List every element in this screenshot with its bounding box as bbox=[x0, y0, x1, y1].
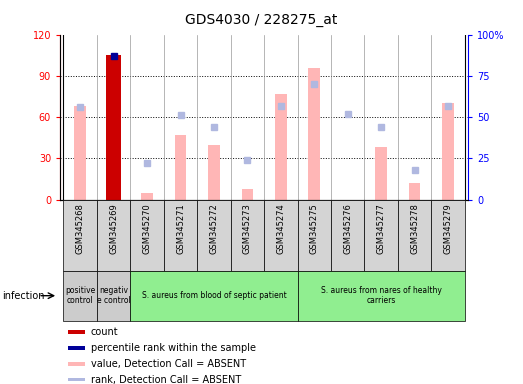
Bar bbox=[63, 200, 97, 271]
Bar bbox=[231, 200, 264, 271]
Text: GSM345270: GSM345270 bbox=[143, 203, 152, 254]
Bar bbox=[365, 200, 398, 271]
Bar bbox=[431, 200, 465, 271]
Bar bbox=[442, 103, 454, 200]
Bar bbox=[74, 106, 86, 200]
Bar bbox=[242, 189, 253, 200]
Bar bbox=[97, 271, 130, 321]
Text: GSM345276: GSM345276 bbox=[343, 203, 352, 254]
Text: GSM345274: GSM345274 bbox=[276, 203, 286, 254]
Text: GSM345277: GSM345277 bbox=[377, 203, 385, 254]
Bar bbox=[197, 200, 231, 271]
Bar bbox=[275, 94, 287, 200]
Bar bbox=[97, 200, 130, 271]
Bar bbox=[264, 200, 298, 271]
Text: GSM345278: GSM345278 bbox=[410, 203, 419, 254]
Text: S. aureus from blood of septic patient: S. aureus from blood of septic patient bbox=[142, 291, 286, 300]
Bar bbox=[331, 200, 365, 271]
Bar bbox=[63, 271, 97, 321]
Bar bbox=[409, 183, 420, 200]
Bar bbox=[106, 55, 121, 200]
Text: positive
control: positive control bbox=[65, 286, 95, 305]
Bar bbox=[376, 147, 387, 200]
Bar bbox=[164, 200, 197, 271]
Bar bbox=[175, 135, 186, 200]
Bar bbox=[398, 200, 431, 271]
Text: count: count bbox=[91, 327, 118, 337]
Text: percentile rank within the sample: percentile rank within the sample bbox=[91, 343, 256, 353]
Text: negativ
e control: negativ e control bbox=[97, 286, 131, 305]
Bar bbox=[298, 200, 331, 271]
Text: GSM345279: GSM345279 bbox=[444, 203, 452, 254]
Text: GSM345271: GSM345271 bbox=[176, 203, 185, 254]
Bar bbox=[130, 271, 298, 321]
Text: rank, Detection Call = ABSENT: rank, Detection Call = ABSENT bbox=[91, 374, 241, 384]
Text: value, Detection Call = ABSENT: value, Detection Call = ABSENT bbox=[91, 359, 246, 369]
Bar bbox=[69, 362, 85, 366]
Bar bbox=[69, 330, 85, 334]
Bar bbox=[298, 271, 465, 321]
Bar bbox=[208, 145, 220, 200]
Bar bbox=[69, 378, 85, 381]
Text: GDS4030 / 228275_at: GDS4030 / 228275_at bbox=[185, 13, 338, 27]
Text: GSM345273: GSM345273 bbox=[243, 203, 252, 254]
Bar bbox=[309, 68, 320, 200]
Text: GSM345275: GSM345275 bbox=[310, 203, 319, 254]
Text: S. aureus from nares of healthy
carriers: S. aureus from nares of healthy carriers bbox=[321, 286, 441, 305]
Text: GSM345269: GSM345269 bbox=[109, 203, 118, 254]
Bar bbox=[141, 193, 153, 200]
Text: GSM345268: GSM345268 bbox=[76, 203, 85, 254]
Bar bbox=[69, 346, 85, 350]
Text: infection: infection bbox=[3, 291, 45, 301]
Bar bbox=[130, 200, 164, 271]
Text: GSM345272: GSM345272 bbox=[209, 203, 219, 254]
